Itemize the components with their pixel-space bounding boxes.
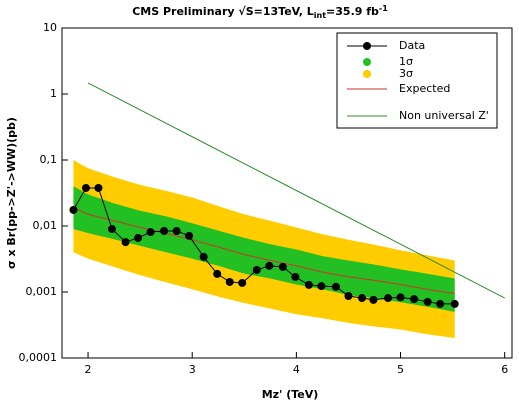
x-tick-label: 6 [501, 363, 508, 376]
y-tick-label: 10 [43, 21, 57, 34]
legend-label: Expected [399, 82, 450, 95]
title-mid: =35.9 fb [326, 5, 379, 18]
data-point [108, 225, 116, 234]
data-point [369, 295, 378, 304]
data-point [252, 265, 261, 274]
data-point [160, 226, 169, 235]
x-tick-label: 2 [85, 363, 92, 376]
legend-swatch [363, 42, 371, 50]
data-point [238, 278, 247, 287]
data-point [185, 231, 194, 240]
data-point [423, 297, 432, 306]
data-point [121, 238, 130, 247]
data-point [331, 282, 340, 291]
data-point [213, 269, 222, 278]
y-tick-label: 0,0001 [19, 351, 58, 364]
data-point [146, 228, 155, 237]
legend-swatch [363, 70, 371, 78]
legend-box [336, 32, 498, 129]
data-point [278, 262, 287, 271]
y-tick-label: 0,01 [33, 219, 58, 232]
data-point [344, 291, 353, 300]
band [73, 186, 455, 312]
title-sub: int [314, 11, 326, 20]
data-point [265, 261, 274, 270]
x-tick-label: 5 [397, 363, 404, 376]
data-point [384, 294, 393, 303]
y-tick-label: 0,001 [26, 285, 58, 298]
data-point [304, 280, 313, 289]
data-point [81, 183, 90, 192]
legend-label: 1σ [399, 55, 413, 68]
data-point [199, 252, 208, 261]
x-tick-label: 3 [189, 363, 196, 376]
data-point [291, 272, 300, 281]
title-sup: -1 [379, 4, 388, 13]
data-point [317, 282, 326, 291]
y-tick-label: 0,1 [40, 153, 58, 166]
data-point [94, 183, 103, 192]
data-point [410, 295, 419, 304]
data-point [69, 205, 78, 214]
data-point [436, 299, 445, 308]
data-point [396, 293, 405, 302]
legend-label: Non universal Z' [399, 109, 489, 122]
title-main: CMS Preliminary √S=13TeV, L [132, 5, 314, 18]
data-point [225, 277, 234, 286]
data-point [358, 294, 366, 303]
legend-swatch [363, 58, 371, 66]
line [73, 207, 455, 294]
data-point [134, 233, 143, 242]
y-axis-label: σ x Br(pp->Z'->WW)(pb) [5, 117, 18, 269]
x-tick-label: 4 [293, 363, 300, 376]
line [87, 82, 505, 299]
x-axis-label: Mz' (TeV) [262, 388, 319, 401]
legend-label: Data [399, 39, 425, 52]
chart-title: CMS Preliminary √S=13TeV, Lint=35.9 fb-1 [132, 4, 388, 20]
legend-label: 3σ [399, 67, 413, 80]
data-point [172, 226, 181, 235]
data-point [450, 299, 459, 308]
y-tick-label: 1 [50, 87, 57, 100]
plot-frame [61, 27, 513, 359]
